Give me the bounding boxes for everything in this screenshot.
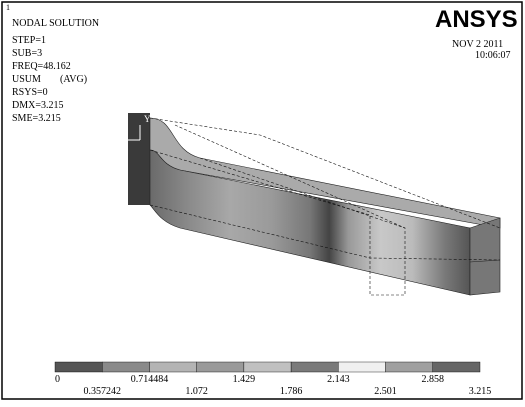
info: (AVG) bbox=[60, 74, 87, 85]
legend-label: 3.215 bbox=[469, 386, 492, 397]
info: STEP=1 bbox=[12, 35, 46, 46]
axis-label: Y bbox=[144, 114, 151, 124]
legend-swatch bbox=[197, 362, 244, 372]
info: SME=3.215 bbox=[12, 113, 61, 124]
legend-swatch bbox=[244, 362, 291, 372]
legend-label: 0.714484 bbox=[131, 374, 169, 385]
info: DMX=3.215 bbox=[12, 100, 63, 111]
date: NOV 2 2011 bbox=[452, 39, 503, 50]
window-number: 1 bbox=[6, 3, 10, 12]
legend-label: 1.072 bbox=[185, 386, 208, 397]
legend-swatch bbox=[291, 362, 338, 372]
legend-swatch bbox=[55, 362, 102, 372]
legend-swatch bbox=[338, 362, 385, 372]
info: RSYS=0 bbox=[12, 87, 48, 98]
legend-swatch bbox=[433, 362, 480, 372]
title: NODAL SOLUTION bbox=[12, 18, 99, 29]
ansys-window: 1 NODAL SOLUTION STEP=1 SUB=3 FREQ=48.16… bbox=[0, 0, 525, 402]
legend-label: 0.357242 bbox=[83, 386, 121, 397]
legend-label: 2.501 bbox=[374, 386, 397, 397]
info: SUB=3 bbox=[12, 48, 42, 59]
legend-label: 0 bbox=[55, 374, 60, 385]
legend-label: 1.429 bbox=[233, 374, 256, 385]
legend-swatch bbox=[386, 362, 433, 372]
legend-label: 2.143 bbox=[327, 374, 350, 385]
legend-swatch bbox=[102, 362, 149, 372]
legend-swatch bbox=[149, 362, 196, 372]
logo: ANSYS bbox=[435, 6, 518, 33]
time: 10:06:07 bbox=[475, 50, 511, 61]
info: USUM bbox=[12, 74, 41, 85]
info: FREQ=48.162 bbox=[12, 61, 71, 72]
legend-label: 1.786 bbox=[280, 386, 303, 397]
legend-label: 2.858 bbox=[422, 374, 445, 385]
